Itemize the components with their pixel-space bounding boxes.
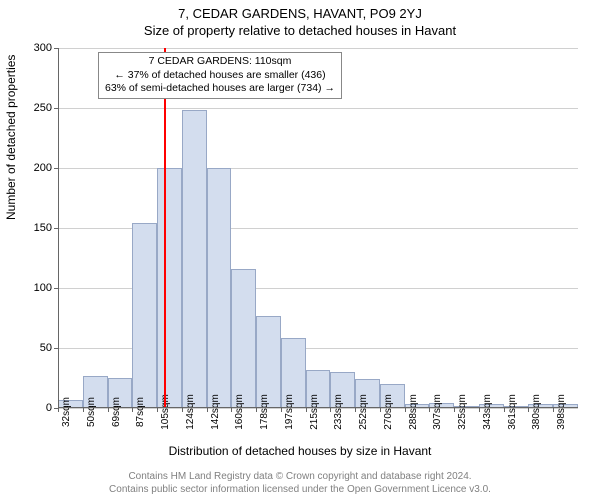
footer-line1: Contains HM Land Registry data © Crown c… bbox=[0, 470, 600, 483]
x-tick-label: 307sqm bbox=[432, 394, 443, 430]
y-axis-label: Number of detached properties bbox=[4, 55, 18, 220]
y-tick-label: 0 bbox=[46, 402, 52, 414]
x-tick-label: 325sqm bbox=[457, 394, 468, 430]
info-annotation-box: 7 CEDAR GARDENS: 110sqm← 37% of detached… bbox=[98, 52, 342, 99]
x-tick-mark bbox=[504, 408, 505, 412]
y-tick-label: 100 bbox=[34, 282, 52, 294]
x-tick-mark bbox=[528, 408, 529, 412]
x-tick-mark bbox=[429, 408, 430, 412]
x-tick-mark bbox=[58, 408, 59, 412]
x-tick-label: 380sqm bbox=[531, 394, 542, 430]
x-tick-mark bbox=[157, 408, 158, 412]
x-tick-label: 361sqm bbox=[507, 394, 518, 430]
chart-container: 7, CEDAR GARDENS, HAVANT, PO9 2YJ Size o… bbox=[0, 0, 600, 500]
x-tick-label: 197sqm bbox=[284, 394, 295, 430]
x-tick-label: 398sqm bbox=[556, 394, 567, 430]
x-tick-label: 32sqm bbox=[61, 397, 72, 427]
grid-line bbox=[58, 108, 578, 109]
x-tick-mark bbox=[306, 408, 307, 412]
x-tick-label: 215sqm bbox=[309, 394, 320, 430]
x-axis-label: Distribution of detached houses by size … bbox=[0, 444, 600, 458]
x-tick-label: 178sqm bbox=[259, 394, 270, 430]
x-tick-mark bbox=[231, 408, 232, 412]
y-tick-label: 50 bbox=[40, 342, 52, 354]
x-tick-label: 124sqm bbox=[185, 394, 196, 430]
y-tick-label: 300 bbox=[34, 42, 52, 54]
x-tick-label: 288sqm bbox=[408, 394, 419, 430]
x-tick-label: 343sqm bbox=[482, 394, 493, 430]
x-tick-mark bbox=[553, 408, 554, 412]
x-tick-mark bbox=[330, 408, 331, 412]
histogram-bar bbox=[231, 269, 256, 408]
y-axis bbox=[58, 48, 59, 408]
y-tick-label: 150 bbox=[34, 222, 52, 234]
footer-line2: Contains public sector information licen… bbox=[0, 483, 600, 496]
histogram-bar bbox=[182, 110, 207, 408]
grid-line bbox=[58, 48, 578, 49]
x-tick-mark bbox=[405, 408, 406, 412]
x-tick-label: 270sqm bbox=[383, 394, 394, 430]
x-tick-mark bbox=[207, 408, 208, 412]
x-tick-label: 252sqm bbox=[358, 394, 369, 430]
grid-line bbox=[58, 168, 578, 169]
x-tick-mark bbox=[454, 408, 455, 412]
x-tick-label: 233sqm bbox=[333, 394, 344, 430]
histogram-bar bbox=[157, 168, 182, 408]
x-tick-label: 50sqm bbox=[86, 397, 97, 427]
info-line1: 7 CEDAR GARDENS: 110sqm bbox=[105, 55, 335, 69]
x-tick-mark bbox=[132, 408, 133, 412]
x-axis bbox=[58, 407, 578, 408]
x-tick-label: 142sqm bbox=[210, 394, 221, 430]
info-line3: 63% of semi-detached houses are larger (… bbox=[105, 82, 335, 96]
info-line2: ← 37% of detached houses are smaller (43… bbox=[105, 69, 335, 83]
x-tick-label: 87sqm bbox=[135, 397, 146, 427]
footer-attribution: Contains HM Land Registry data © Crown c… bbox=[0, 470, 600, 496]
x-tick-mark bbox=[479, 408, 480, 412]
address-title: 7, CEDAR GARDENS, HAVANT, PO9 2YJ bbox=[0, 0, 600, 21]
x-tick-mark bbox=[182, 408, 183, 412]
property-marker-line bbox=[164, 48, 166, 408]
x-tick-label: 69sqm bbox=[111, 397, 122, 427]
x-tick-mark bbox=[108, 408, 109, 412]
x-tick-label: 160sqm bbox=[234, 394, 245, 430]
y-tick-label: 250 bbox=[34, 102, 52, 114]
histogram-bar bbox=[207, 168, 232, 408]
x-tick-mark bbox=[83, 408, 84, 412]
chart-subtitle: Size of property relative to detached ho… bbox=[0, 21, 600, 38]
x-tick-mark bbox=[355, 408, 356, 412]
x-tick-mark bbox=[256, 408, 257, 412]
histogram-bar bbox=[132, 223, 157, 408]
plot-area: 05010015020025030032sqm50sqm69sqm87sqm10… bbox=[58, 48, 578, 408]
y-tick-label: 200 bbox=[34, 162, 52, 174]
x-tick-mark bbox=[281, 408, 282, 412]
x-tick-mark bbox=[380, 408, 381, 412]
